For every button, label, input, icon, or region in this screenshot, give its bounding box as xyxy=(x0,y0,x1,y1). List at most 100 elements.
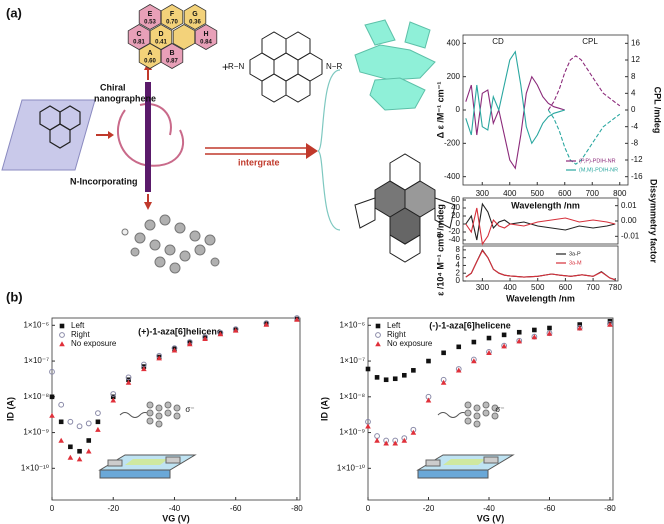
marker xyxy=(576,325,583,331)
legend-label: Left xyxy=(71,321,85,330)
marker xyxy=(411,368,416,373)
device xyxy=(417,469,489,479)
marker xyxy=(401,372,407,378)
marker xyxy=(531,334,538,340)
marker xyxy=(440,379,447,385)
marker xyxy=(577,322,583,327)
structure xyxy=(354,153,456,263)
marker xyxy=(59,332,65,338)
atom xyxy=(473,404,481,412)
atom xyxy=(155,404,163,412)
marker xyxy=(186,341,193,347)
annotation: CD xyxy=(492,37,504,46)
x-tick-label: 0 xyxy=(366,504,371,513)
marker xyxy=(85,420,92,427)
y-axis-title: ID (A) xyxy=(5,397,15,421)
y-tick-label: -20 xyxy=(448,227,460,236)
device xyxy=(99,469,171,479)
marker xyxy=(374,437,380,443)
y2-tick-label: 12 xyxy=(631,55,640,64)
marker xyxy=(58,401,65,408)
marker xyxy=(375,341,381,347)
marker xyxy=(77,448,82,454)
atom xyxy=(464,417,472,425)
film xyxy=(443,459,486,465)
legend-label: No exposure xyxy=(71,339,117,348)
x-axis-title: Wavelength /nm xyxy=(506,293,575,303)
chart: 0 -20 -40 -60 -80 1×10⁻¹⁰ 1×10⁻⁹ 1×10⁻⁸ 1×10⁻⁷ 1×… xyxy=(5,315,303,523)
x-tick-label: -80 xyxy=(604,504,616,513)
atom xyxy=(491,404,499,412)
chart-title: (+)-1-aza[6]helicene xyxy=(138,326,222,336)
y2-tick-label: -4 xyxy=(631,122,639,131)
x-tick-label: -20 xyxy=(423,504,435,513)
y-tick-label: 1×10⁻⁶ xyxy=(339,320,365,329)
y2-axis-title: CPL /mdeg xyxy=(653,87,663,134)
atom xyxy=(464,401,472,409)
y-tick-label: 1×10⁻⁸ xyxy=(339,392,365,401)
x-tick-label: 500 xyxy=(531,283,545,292)
plane xyxy=(1,99,96,171)
y-tick-label: -40 xyxy=(448,235,460,244)
y-tick-label: 1×10⁻¹⁰ xyxy=(337,463,365,472)
marker xyxy=(383,377,389,383)
x-axis-title: VG (V) xyxy=(477,513,505,523)
ring-name: A xyxy=(147,50,152,57)
data-line xyxy=(547,55,621,111)
atom xyxy=(491,412,499,420)
label: N-Incorporating xyxy=(70,176,138,186)
y-tick-label: 1×10⁻¹⁰ xyxy=(21,463,49,472)
marker xyxy=(374,375,380,380)
marker xyxy=(125,379,132,385)
y-tick-label: 1×10⁻⁶ xyxy=(23,320,49,329)
marker xyxy=(58,419,64,425)
marker xyxy=(392,376,398,382)
marker xyxy=(471,339,477,345)
y-tick-label: 1×10⁻⁹ xyxy=(23,428,49,437)
atom xyxy=(173,412,181,420)
y2-tick-label: 16 xyxy=(631,38,640,47)
electrode xyxy=(165,456,181,464)
x-tick-label: -40 xyxy=(483,504,495,513)
y-tick-label: 40 xyxy=(451,203,460,212)
nanographene-model xyxy=(354,19,436,111)
marker xyxy=(410,429,417,435)
ring-value: 0.70 xyxy=(166,20,178,26)
ring-name: C xyxy=(136,31,141,38)
label: R−N xyxy=(228,62,244,71)
atom xyxy=(146,409,154,417)
y-axis-title: ε /10⁴ M⁻¹ cm⁻¹ xyxy=(435,231,445,296)
atom xyxy=(173,404,181,412)
marker xyxy=(375,332,381,338)
ring-name: F xyxy=(170,11,175,18)
electrode xyxy=(483,456,499,464)
y2-tick-label: 0.00 xyxy=(621,216,637,225)
marker xyxy=(95,410,101,417)
marker xyxy=(202,335,208,341)
x-tick-label: -80 xyxy=(291,504,303,513)
label: Chiral xyxy=(100,82,126,92)
ring xyxy=(160,43,184,69)
marker xyxy=(49,412,55,418)
y2-tick-label: 4 xyxy=(631,88,636,97)
x-tick-label: 600 xyxy=(558,189,572,198)
label: intergrate xyxy=(238,157,280,167)
y-tick-label: 200 xyxy=(447,72,461,81)
x-tick-label: 400 xyxy=(503,189,517,198)
y-axis-title: θ /mdeg xyxy=(435,204,445,238)
legend-label: 3a-M xyxy=(569,260,582,266)
marker xyxy=(425,397,432,403)
atom xyxy=(155,412,163,420)
atom xyxy=(146,417,154,425)
annotation: σ⁻ xyxy=(495,405,504,414)
y-tick-label: 60 xyxy=(451,195,460,204)
marker xyxy=(486,350,492,356)
y-tick-label: 0 xyxy=(456,219,461,228)
data-line xyxy=(465,207,616,246)
y-tick-label: 4 xyxy=(456,261,461,270)
marker xyxy=(76,456,83,462)
marker xyxy=(68,444,73,450)
atom xyxy=(164,401,172,409)
